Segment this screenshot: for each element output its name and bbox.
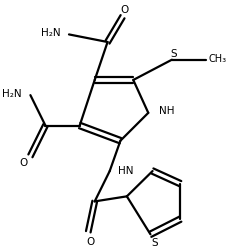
Text: S: S xyxy=(171,48,177,58)
Text: S: S xyxy=(151,237,158,247)
Text: NH: NH xyxy=(159,106,174,116)
Text: HN: HN xyxy=(118,165,134,175)
Text: CH₃: CH₃ xyxy=(208,54,226,64)
Text: O: O xyxy=(20,158,28,168)
Text: O: O xyxy=(86,236,95,246)
Text: H₂N: H₂N xyxy=(41,28,60,38)
Text: O: O xyxy=(121,5,129,15)
Text: H₂N: H₂N xyxy=(2,88,22,98)
